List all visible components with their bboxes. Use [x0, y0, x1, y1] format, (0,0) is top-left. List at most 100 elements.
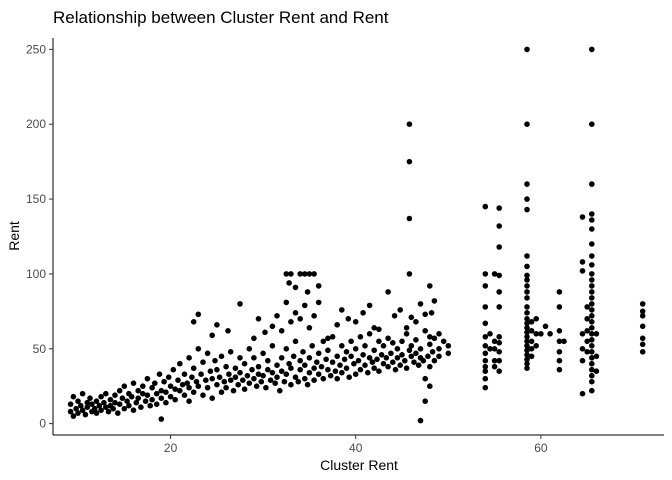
data-point: [302, 375, 308, 382]
data-point: [297, 271, 304, 277]
data-point: [556, 338, 563, 345]
data-point: [318, 363, 325, 370]
data-point: [167, 393, 174, 400]
data-point: [135, 395, 141, 402]
data-point: [496, 223, 503, 229]
data-point: [300, 349, 306, 355]
data-point: [639, 349, 646, 355]
data-point: [524, 356, 530, 363]
data-point: [390, 359, 396, 366]
data-point: [380, 360, 387, 367]
data-point: [533, 316, 539, 322]
data-point: [431, 357, 438, 364]
data-point: [639, 313, 646, 319]
data-point: [78, 402, 84, 409]
data-point: [491, 363, 498, 370]
y-ticks: 0 50 100 150 200 250: [26, 42, 53, 431]
data-point: [302, 302, 308, 309]
data-point: [283, 371, 290, 378]
data-point: [230, 387, 237, 394]
data-point: [186, 398, 192, 405]
data-point: [306, 325, 313, 331]
data-point: [84, 404, 91, 411]
data-point: [246, 346, 253, 352]
data-point: [343, 365, 350, 372]
data-point: [496, 272, 503, 279]
data-point: [75, 398, 81, 405]
data-point: [274, 362, 280, 369]
data-point: [306, 369, 313, 376]
data-point: [225, 328, 231, 334]
data-point: [528, 353, 535, 360]
data-point: [417, 417, 424, 424]
data-point: [274, 374, 280, 381]
data-point: [487, 331, 493, 337]
data-point: [584, 328, 590, 334]
data-point: [334, 322, 341, 328]
data-point: [425, 353, 431, 360]
data-point: [639, 323, 646, 330]
data-point: [253, 383, 260, 390]
data-point: [235, 381, 241, 388]
data-point: [325, 366, 331, 373]
data-point: [163, 399, 169, 406]
data-point: [366, 331, 373, 337]
data-point: [227, 349, 234, 355]
data-point: [135, 387, 141, 394]
data-point: [209, 332, 215, 339]
data-point: [524, 365, 530, 372]
data-point: [385, 335, 391, 342]
data-point: [589, 46, 595, 53]
data-point: [524, 272, 530, 279]
data-point: [556, 289, 563, 295]
data-point: [371, 365, 378, 372]
data-point: [524, 320, 530, 327]
data-point: [232, 374, 239, 381]
data-point: [561, 338, 567, 345]
data-point: [538, 331, 544, 337]
data-point: [524, 181, 530, 187]
data-point: [579, 259, 586, 265]
data-point: [292, 284, 299, 291]
data-point: [408, 314, 415, 321]
data-point: [589, 378, 595, 385]
data-point: [589, 289, 595, 295]
axes-layer: [52, 38, 664, 436]
data-point: [579, 331, 586, 337]
data-point: [144, 375, 151, 382]
data-point: [390, 340, 396, 346]
data-point: [579, 268, 586, 274]
data-point: [391, 313, 398, 319]
data-point: [161, 378, 167, 385]
data-point: [278, 368, 285, 375]
data-point: [101, 399, 107, 406]
data-point: [214, 366, 220, 373]
data-point: [406, 158, 413, 165]
data-point: [579, 346, 586, 352]
data-point: [133, 399, 140, 406]
data-point: [103, 404, 109, 411]
data-point: [158, 395, 165, 402]
data-point: [584, 338, 590, 345]
data-point: [181, 371, 188, 378]
data-point: [126, 402, 132, 409]
data-point: [417, 346, 424, 352]
data-point: [524, 343, 530, 349]
data-point: [524, 310, 530, 316]
y-axis-title: Rent: [6, 221, 22, 251]
data-point: [388, 350, 394, 357]
data-point: [138, 404, 144, 411]
data-point: [403, 365, 410, 372]
data-point: [128, 393, 135, 400]
data-point: [376, 368, 382, 375]
data-point: [383, 355, 390, 361]
data-point: [524, 121, 530, 127]
data-point: [524, 206, 530, 213]
data-point: [394, 355, 401, 361]
data-point: [408, 343, 415, 349]
data-point: [556, 366, 563, 373]
data-point: [263, 384, 269, 391]
data-point: [195, 346, 202, 352]
y-tick-label: 200: [26, 117, 46, 131]
data-point: [304, 381, 311, 388]
